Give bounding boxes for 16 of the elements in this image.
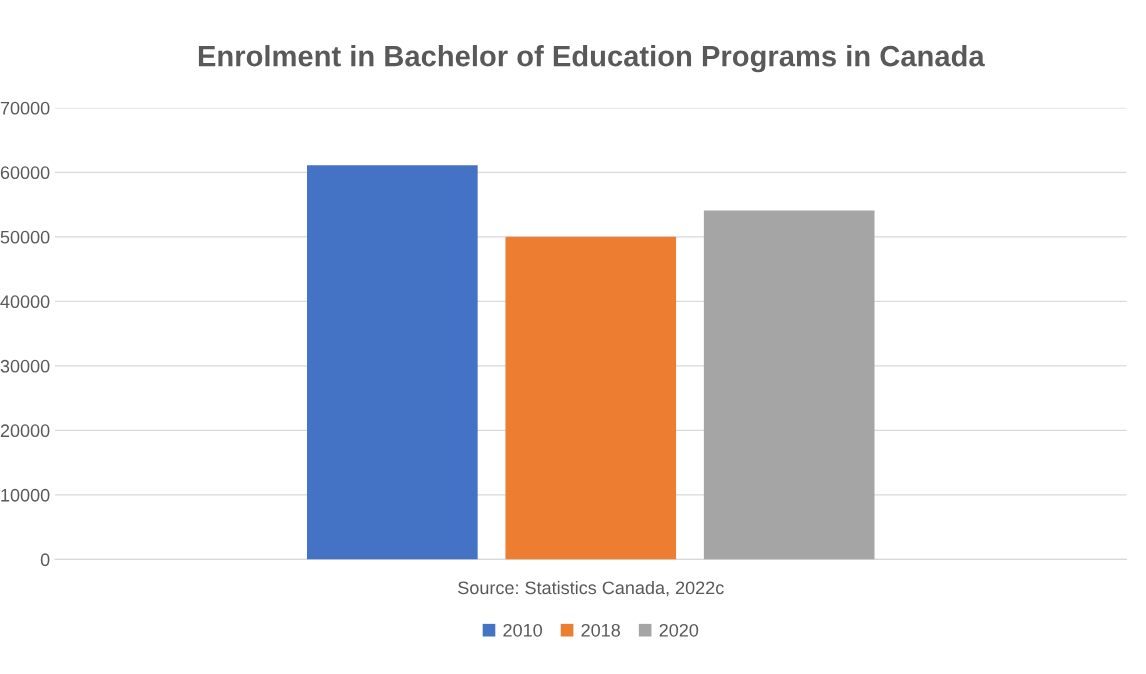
- y-tick-label: 60000: [0, 166, 50, 180]
- y-tick-label: 70000: [0, 101, 50, 115]
- y-tick-label: 50000: [0, 230, 50, 244]
- y-tick-label: 30000: [0, 359, 50, 373]
- legend-label: 2018: [581, 623, 620, 637]
- y-tick-label: 10000: [1, 488, 50, 502]
- x-axis-title: Source: Statistics Canada, 2022c: [458, 580, 724, 597]
- y-tick-label: 40000: [0, 295, 50, 309]
- legend-label: 2020: [659, 623, 699, 637]
- bar: [703, 210, 875, 560]
- legend-label: 2010: [503, 623, 542, 637]
- bar: [505, 236, 677, 560]
- bar: [307, 165, 478, 560]
- y-tick-label: 20000: [0, 424, 50, 438]
- y-tick-label: 0: [40, 553, 50, 567]
- chart-title: Enrolment in Bachelor of Education Programs in Canada: [198, 45, 985, 73]
